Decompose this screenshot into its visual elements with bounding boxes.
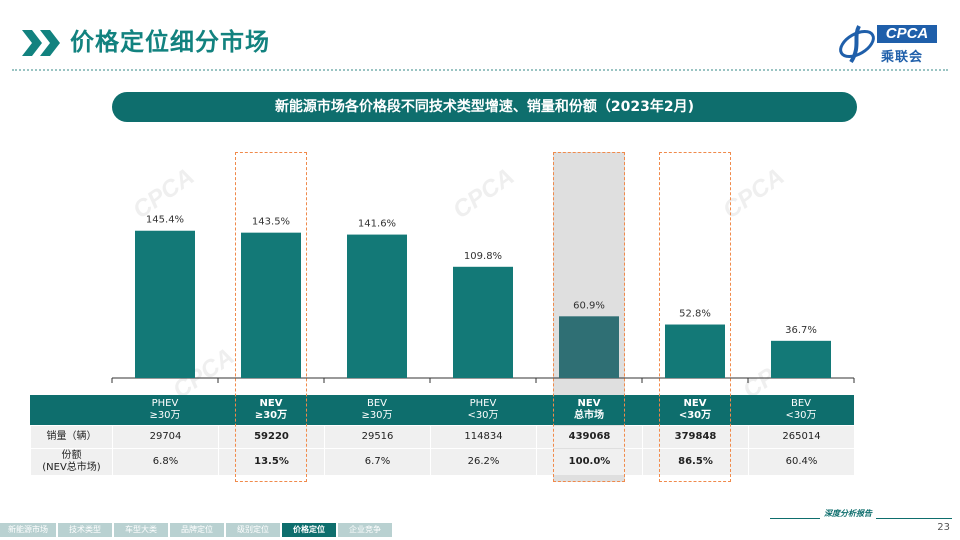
table-cell: 60.4% — [748, 449, 854, 475]
table-cell: 114834 — [430, 426, 536, 448]
table-row: 销量（辆） 29704 59220 29516 114834 439068 379848 26… — [30, 426, 858, 448]
bar-value-label: 141.6% — [358, 219, 396, 230]
page-title: 价格定位细分市场 — [70, 28, 270, 56]
bar-value-label: 145.4% — [146, 215, 184, 226]
table-header-cell: NEV <30万 — [642, 395, 748, 425]
table-cell: 439068 — [536, 426, 642, 448]
title-divider — [12, 69, 948, 71]
table-header-cell: BEV <30万 — [748, 395, 854, 425]
table-cell: 29516 — [324, 426, 430, 448]
table-header-cell: PHEV ≥30万 — [112, 395, 218, 425]
bar-value-label: 60.9% — [573, 300, 605, 311]
logo-text: CPCA — [877, 25, 937, 43]
table-header-cell: NEV 总市场 — [536, 395, 642, 425]
footer-nav-item[interactable]: 技术类型 — [58, 523, 112, 537]
bar — [453, 266, 513, 378]
table-cell: 29704 — [112, 426, 218, 448]
table-cell: 6.7% — [324, 449, 430, 475]
table-cell: 6.8% — [112, 449, 218, 475]
bar-value-label: 52.8% — [679, 309, 711, 320]
table-row-label: 销量（辆） — [30, 426, 112, 448]
bar-value-label: 143.5% — [252, 217, 290, 228]
bar-value-label: 109.8% — [464, 251, 502, 262]
table-header-cell: PHEV <30万 — [430, 395, 536, 425]
report-tag: 深度分析报告 — [820, 508, 876, 519]
logo-chinese-text: 乘联会 — [881, 50, 924, 65]
footer-nav-item[interactable]: 品牌定位 — [170, 523, 224, 537]
footer-nav-item[interactable]: 车型大类 — [114, 523, 168, 537]
table-cell: 13.5% — [218, 449, 324, 475]
table-cell: 59220 — [218, 426, 324, 448]
double-chevron-icon — [22, 30, 60, 56]
table-header-cell: BEV ≥30万 — [324, 395, 430, 425]
bar — [241, 232, 301, 378]
footer-nav-item[interactable]: 级别定位 — [226, 523, 280, 537]
table-header-row: PHEV ≥30万 NEV ≥30万 BEV ≥30万 PHEV <30万 NEV 总市… — [30, 395, 858, 425]
cpca-logo: CPCA 乘联会 — [835, 20, 940, 68]
bar — [559, 316, 619, 378]
table-row: 份额 (NEV总市场) 6.8% 13.5% 6.7% 26.2% 100.0% 86.5%… — [30, 449, 858, 475]
table-cell: 379848 — [642, 426, 748, 448]
table-row-label: 份额 (NEV总市场) — [30, 449, 112, 475]
footer-nav-item[interactable]: 价格定位 — [282, 523, 336, 537]
bar-value-label: 36.7% — [785, 325, 817, 336]
table-header-corner — [30, 395, 112, 425]
table-cell: 100.0% — [536, 449, 642, 475]
bar — [135, 230, 195, 378]
table-cell: 86.5% — [642, 449, 748, 475]
table-cell: 265014 — [748, 426, 854, 448]
footer-nav-item[interactable]: 新能源市场 — [0, 523, 56, 537]
bar — [771, 340, 831, 378]
page-number: 23 — [937, 522, 950, 533]
logo-emblem-icon — [839, 25, 875, 64]
bar — [665, 324, 725, 378]
bar — [347, 234, 407, 378]
footer-nav-item[interactable]: 企业竞争 — [338, 523, 392, 537]
table-header-cell: NEV ≥30万 — [218, 395, 324, 425]
chart-title-banner: 新能源市场各价格段不同技术类型增速、销量和份额（2023年2月) — [112, 92, 857, 122]
table-cell: 26.2% — [430, 449, 536, 475]
